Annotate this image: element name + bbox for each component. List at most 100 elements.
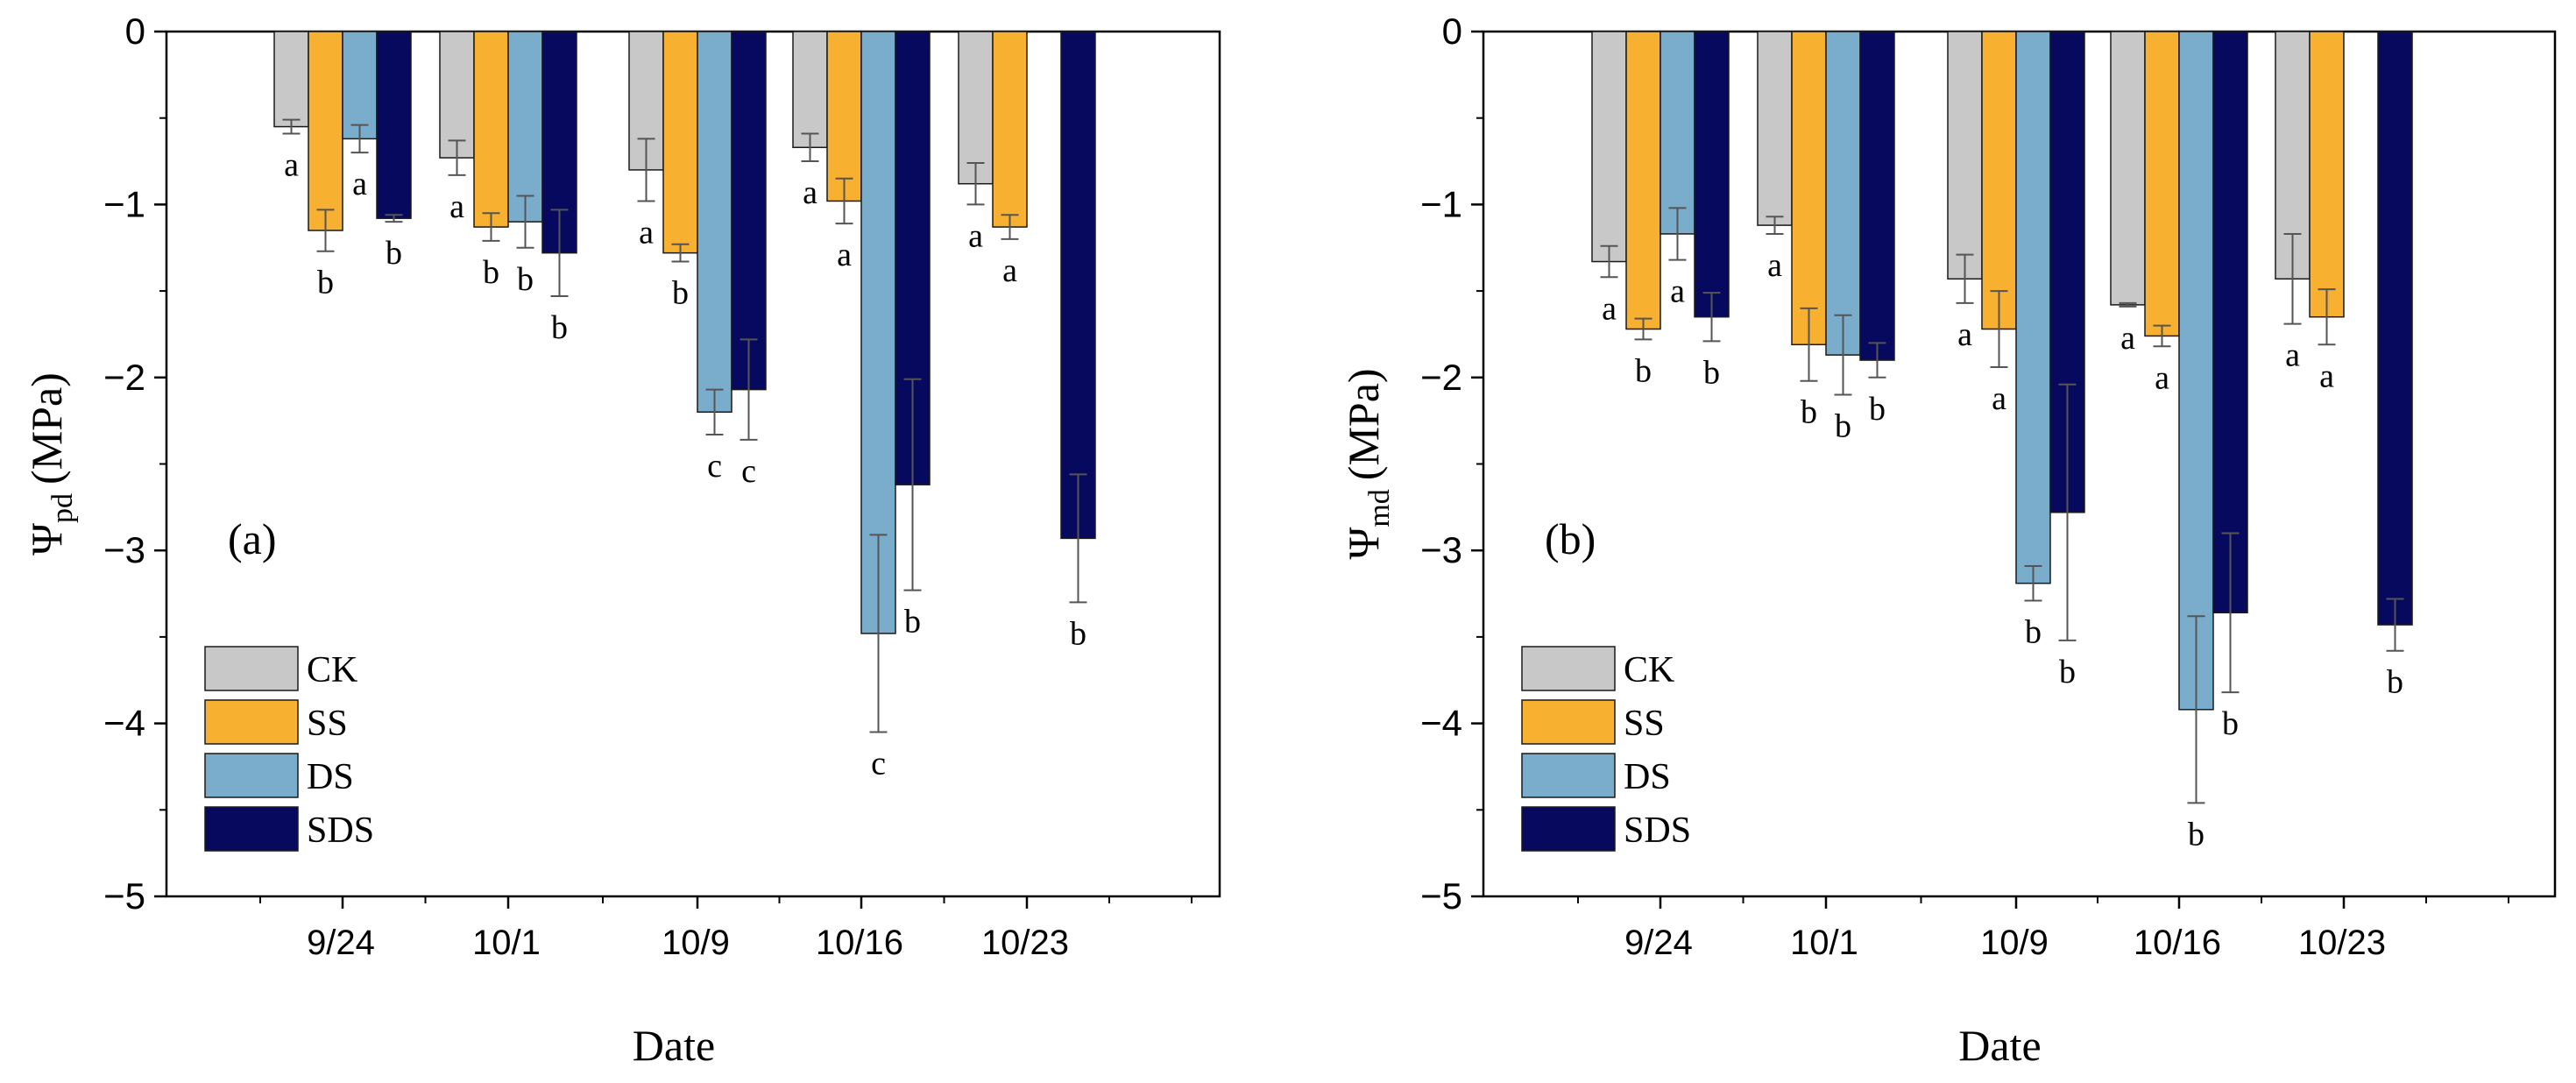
significance-letter: a bbox=[1002, 252, 1017, 289]
x-tick-label: 10/16 bbox=[2134, 924, 2221, 962]
significance-letter: a bbox=[1602, 290, 1617, 327]
x-tick-label: 10/16 bbox=[816, 924, 903, 962]
significance-letter: b bbox=[1869, 391, 1886, 428]
y-axis-subscript: pd bbox=[46, 493, 79, 523]
significance-letter: a bbox=[2285, 337, 2300, 374]
bar-ss-10-1 bbox=[1791, 31, 1827, 346]
y-axis-title: Ψmd (MPa) bbox=[1339, 368, 1396, 559]
bar-ds-10-1 bbox=[507, 31, 543, 223]
significance-letter: a bbox=[803, 174, 817, 211]
bar-ck-10-1 bbox=[1757, 31, 1793, 226]
significance-letter: c bbox=[741, 453, 756, 490]
legend-label-sds: SDS bbox=[1624, 810, 1691, 851]
legend-label-ss: SS bbox=[1624, 704, 1665, 744]
legend-label-ds: DS bbox=[1624, 757, 1671, 797]
bar-ss-10-23 bbox=[2309, 31, 2345, 318]
bar-ds-9-24 bbox=[342, 31, 378, 140]
y-axis-symbol: Ψ bbox=[1339, 527, 1388, 560]
legend-swatch-ds bbox=[204, 753, 299, 798]
significance-letter: b bbox=[1835, 408, 1851, 445]
bar-sds-10-9 bbox=[731, 31, 767, 391]
significance-letter: a bbox=[639, 214, 654, 251]
y-axis-subscript: md bbox=[1363, 489, 1396, 527]
significance-letter: b bbox=[2188, 816, 2204, 853]
bar-sds-9-24 bbox=[376, 31, 412, 219]
y-tick-label: −4 bbox=[1420, 703, 1462, 744]
bar-ss-10-1 bbox=[473, 31, 509, 228]
bar-ds-10-16 bbox=[860, 31, 896, 634]
significance-letter: b bbox=[672, 275, 689, 312]
bar-ck-9-24 bbox=[1591, 31, 1627, 263]
bar-ss-10-9 bbox=[1981, 31, 2017, 330]
significance-letter: b bbox=[2059, 654, 2076, 690]
bar-ds-10-1 bbox=[1825, 31, 1861, 356]
significance-letter: a bbox=[1957, 316, 1972, 353]
significance-letter: a bbox=[449, 188, 464, 225]
bar-ds-9-24 bbox=[1660, 31, 1695, 235]
legend-label-sds: SDS bbox=[307, 810, 374, 851]
y-tick-label: −3 bbox=[103, 529, 145, 570]
legend-swatch-ss bbox=[1521, 699, 1616, 745]
y-axis-symbol: Ψ bbox=[22, 523, 71, 556]
legend-label-ds: DS bbox=[307, 757, 354, 797]
significance-letter: b bbox=[1703, 354, 1720, 391]
significance-letter: a bbox=[284, 146, 299, 183]
significance-letter: b bbox=[2387, 664, 2403, 701]
y-axis-unit: (MPa) bbox=[22, 372, 71, 485]
bar-ck-10-23 bbox=[958, 31, 994, 185]
x-axis-title: Date bbox=[1958, 1021, 2041, 1070]
bar-sds-10-16 bbox=[2212, 31, 2248, 614]
bar-ss-10-9 bbox=[662, 31, 698, 254]
legend-label-ck: CK bbox=[1624, 650, 1674, 690]
y-tick-label: −3 bbox=[1420, 529, 1462, 570]
significance-letter: c bbox=[707, 448, 722, 485]
y-tick-label: 0 bbox=[1442, 11, 1462, 52]
significance-letter: a bbox=[2155, 359, 2169, 396]
x-tick-label: 10/23 bbox=[981, 924, 1069, 962]
legend-label-ss: SS bbox=[307, 704, 348, 744]
significance-letter: b bbox=[904, 604, 921, 641]
significance-letter: b bbox=[483, 254, 499, 291]
significance-letter: a bbox=[837, 237, 852, 273]
bar-ck-10-16 bbox=[792, 31, 828, 149]
y-tick-label: −2 bbox=[103, 357, 145, 398]
x-tick-label: 10/23 bbox=[2298, 924, 2386, 962]
legend: CK SS DS SDS bbox=[204, 646, 374, 852]
legend-swatch-sds bbox=[204, 806, 299, 852]
x-axis-title: Date bbox=[633, 1021, 715, 1070]
legend-swatch-sds bbox=[1521, 806, 1616, 852]
bar-ss-10-16 bbox=[2144, 31, 2180, 337]
bar-ss-10-23 bbox=[992, 31, 1028, 228]
significance-letter: a bbox=[968, 217, 983, 254]
significance-letter: a bbox=[352, 166, 367, 202]
legend-swatch-ck bbox=[1521, 646, 1616, 691]
y-tick-label: −1 bbox=[103, 183, 145, 224]
significance-letter: b bbox=[317, 265, 334, 301]
significance-letter: a bbox=[2120, 320, 2135, 357]
x-tick-label: 10/9 bbox=[662, 924, 730, 962]
bar-ds-10-9 bbox=[697, 31, 732, 414]
x-tick-label: 9/24 bbox=[1624, 924, 1693, 962]
bar-ds-10-16 bbox=[2178, 31, 2214, 711]
legend-swatch-ck bbox=[204, 646, 299, 691]
legend: CK SS DS SDS bbox=[1521, 646, 1691, 852]
legend-label-ck: CK bbox=[307, 650, 357, 690]
significance-letter: b bbox=[551, 309, 568, 346]
bar-ck-10-16 bbox=[2110, 31, 2146, 306]
significance-letter: b bbox=[1070, 615, 1086, 652]
bar-sds-10-1 bbox=[1859, 31, 1895, 361]
significance-letter: b bbox=[2222, 705, 2239, 742]
panel-label: (b) bbox=[1545, 514, 1596, 563]
bar-ds-10-9 bbox=[2015, 31, 2051, 584]
significance-letter: b bbox=[1635, 352, 1652, 389]
legend-swatch-ss bbox=[204, 699, 299, 745]
bar-ck-10-9 bbox=[1947, 31, 1983, 280]
bar-ck-9-24 bbox=[273, 31, 309, 128]
legend-swatch-ds bbox=[1521, 753, 1616, 798]
significance-letter: a bbox=[1670, 273, 1685, 310]
significance-letter: a bbox=[1992, 380, 2006, 417]
significance-letter: b bbox=[2025, 613, 2042, 650]
